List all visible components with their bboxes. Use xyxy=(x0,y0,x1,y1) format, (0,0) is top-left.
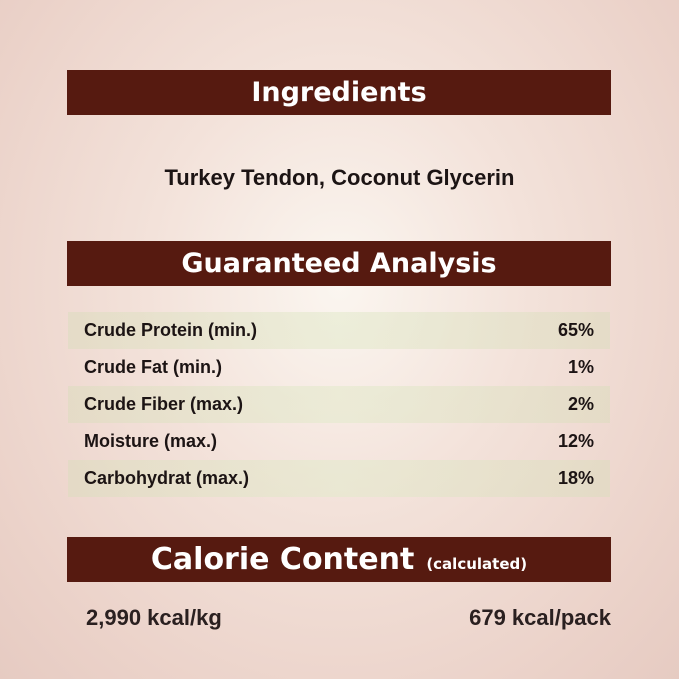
calorie-content-header: Calorie Content (calculated) xyxy=(67,537,611,582)
calorie-subtitle: (calculated) xyxy=(426,555,528,573)
analysis-table: Crude Protein (min.) 65% Crude Fat (min.)… xyxy=(68,312,610,497)
nutrient-label: Carbohydrat (max.) xyxy=(84,468,250,488)
calorie-per-kg: 2,990 kcal/kg xyxy=(86,605,222,630)
ingredients-text: Turkey Tendon, Coconut Glycerin xyxy=(164,165,515,190)
guaranteed-analysis-header: Guaranteed Analysis xyxy=(67,241,611,286)
nutrient-label: Crude Fat (min.) xyxy=(84,357,222,377)
nutrient-label: Moisture (max.) xyxy=(84,431,218,451)
analysis-row: Crude Fiber (max.) 2% xyxy=(68,386,610,423)
nutrient-label: Crude Fiber (max.) xyxy=(84,394,244,414)
calorie-title: Calorie Content xyxy=(150,542,415,577)
nutrient-value: 2% xyxy=(567,394,594,414)
nutrient-label: Crude Protein (min.) xyxy=(84,320,258,340)
analysis-row: Crude Protein (min.) 65% xyxy=(68,312,610,349)
nutrient-value: 18% xyxy=(557,468,594,488)
nutrient-value: 12% xyxy=(557,431,594,451)
analysis-row: Carbohydrat (max.) 18% xyxy=(68,460,610,497)
ingredients-header: Ingredients xyxy=(67,70,611,115)
analysis-row: Crude Fat (min.) 1% xyxy=(68,349,610,386)
calorie-per-pack: 679 kcal/pack xyxy=(469,605,611,630)
analysis-row: Moisture (max.) 12% xyxy=(68,423,610,460)
nutrient-value: 1% xyxy=(567,357,594,377)
nutrient-value: 65% xyxy=(557,320,594,340)
